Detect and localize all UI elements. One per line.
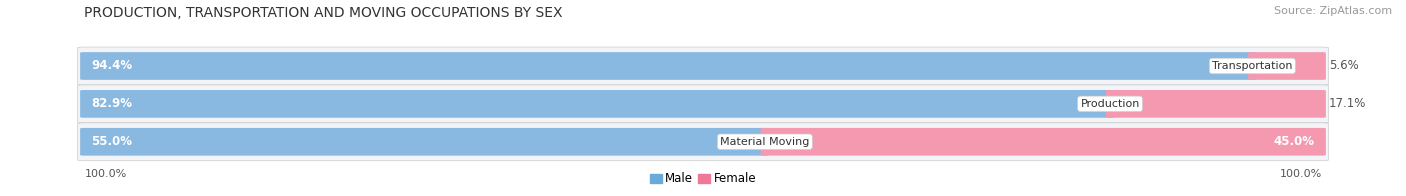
- Text: 55.0%: 55.0%: [91, 135, 132, 148]
- Text: 82.9%: 82.9%: [91, 97, 132, 110]
- Text: 17.1%: 17.1%: [1329, 97, 1367, 110]
- Text: 100.0%: 100.0%: [84, 169, 127, 179]
- Legend: Male, Female: Male, Female: [645, 168, 761, 190]
- Text: PRODUCTION, TRANSPORTATION AND MOVING OCCUPATIONS BY SEX: PRODUCTION, TRANSPORTATION AND MOVING OC…: [84, 6, 562, 20]
- Text: 100.0%: 100.0%: [1279, 169, 1322, 179]
- Text: Transportation: Transportation: [1212, 61, 1292, 71]
- Text: Source: ZipAtlas.com: Source: ZipAtlas.com: [1274, 6, 1392, 16]
- Text: 5.6%: 5.6%: [1329, 60, 1358, 73]
- Text: 94.4%: 94.4%: [91, 60, 132, 73]
- Text: Production: Production: [1080, 99, 1140, 109]
- Text: 45.0%: 45.0%: [1274, 135, 1315, 148]
- Text: Material Moving: Material Moving: [720, 137, 810, 147]
